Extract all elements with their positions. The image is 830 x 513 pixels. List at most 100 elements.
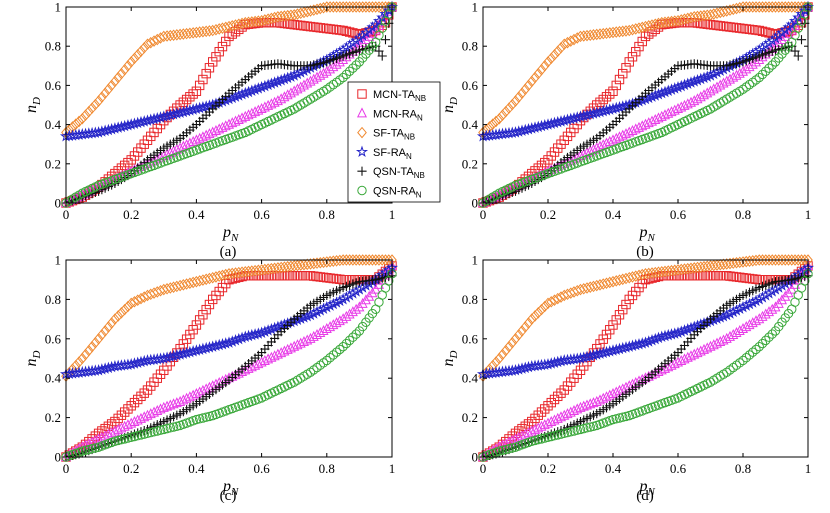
marker-qsn-ta <box>790 46 800 56</box>
marker-qsn-ra <box>341 338 352 349</box>
legend-label-base: SF-RA <box>373 147 407 159</box>
marker-mcn-ta <box>611 80 621 91</box>
marker-mcn-ta <box>178 339 189 349</box>
marker-qsn-ra <box>738 355 748 366</box>
y-tick-label: 1 <box>472 253 479 268</box>
marker-mcn-ra <box>263 353 274 364</box>
legend-label: MCN-TANB <box>373 89 426 103</box>
marker-mcn-ra <box>776 294 788 305</box>
marker-mcn-ra <box>754 313 765 324</box>
x-tick-label: 0.4 <box>188 461 205 476</box>
y-axis-label-base: n <box>440 359 457 367</box>
marker-mcn-ra <box>741 63 752 74</box>
marker-mcn-ta <box>634 41 644 52</box>
marker-mcn-ra <box>338 313 349 324</box>
marker-qsn-ra <box>621 411 631 422</box>
marker-mcn-ra <box>653 112 664 123</box>
marker-mcn-ra <box>757 51 768 62</box>
marker-mcn-ta <box>344 27 355 37</box>
marker-mcn-ra <box>360 294 371 305</box>
marker-sf-ta <box>80 348 91 361</box>
marker-sf-ta <box>83 344 94 357</box>
marker-mcn-ra <box>253 104 264 115</box>
marker-sf-ta <box>119 303 130 316</box>
marker-mcn-ta <box>595 97 605 107</box>
marker-sf-ta <box>565 35 576 47</box>
marker-qsn-ra <box>322 355 332 366</box>
legend-label-sub: N <box>406 152 412 161</box>
y-axis-label-base: n <box>23 359 40 367</box>
marker-mcn-ra <box>789 278 801 289</box>
marker-sf-ta <box>526 75 537 88</box>
marker-sf-ta <box>348 254 358 266</box>
marker-mcn-ra <box>210 124 221 135</box>
marker-qsn-ra <box>494 446 504 456</box>
marker-sf-ta <box>149 35 159 47</box>
x-axis-label-base: p <box>222 224 231 241</box>
marker-sf-ta <box>113 71 124 84</box>
marker-sf-ta <box>549 294 560 306</box>
marker-sf-ta <box>93 333 104 345</box>
marker-mcn-ra <box>344 308 355 319</box>
marker-mcn-ra <box>171 397 182 408</box>
marker-mcn-ra <box>672 103 684 114</box>
marker-mcn-ra <box>529 423 541 434</box>
legend-label-sub: NB <box>414 171 425 180</box>
x-tick-label: 0 <box>480 207 487 222</box>
marker-sf-ra <box>723 307 737 319</box>
marker-sf-ta <box>552 45 563 58</box>
marker-mcn-ra <box>197 131 208 142</box>
marker-mcn-ta <box>601 92 612 102</box>
marker-sf-ta <box>123 300 133 313</box>
marker-sf-ta <box>90 98 101 111</box>
y-axis-label-base: n <box>23 105 40 113</box>
marker-sf-ra <box>294 66 307 78</box>
x-tick-label: 0.8 <box>735 207 751 222</box>
marker-qsn-ra <box>566 427 576 437</box>
marker-sf-ra <box>678 78 691 91</box>
marker-sf-ra <box>288 69 301 81</box>
legend-label-sub: NB <box>415 94 426 103</box>
marker-qsn-ra <box>754 341 764 352</box>
marker-sf-ta <box>777 254 787 266</box>
marker-sf-ra <box>681 77 694 89</box>
marker-mcn-ra <box>237 112 248 123</box>
y-tick-label: 0.8 <box>462 39 478 54</box>
marker-sf-ra <box>743 297 756 310</box>
marker-mcn-ra <box>578 400 589 411</box>
marker-mcn-ta <box>699 271 709 281</box>
marker-mcn-ra <box>285 342 296 353</box>
marker-qsn-ra <box>129 431 140 442</box>
marker-mcn-ta <box>97 426 107 436</box>
y-axis-label: nD <box>23 97 43 113</box>
marker-sf-ra <box>252 327 265 339</box>
legend-box <box>347 81 441 203</box>
marker-sf-ta <box>773 254 784 266</box>
marker-sf-ra <box>694 72 707 85</box>
marker-sf-ta <box>338 1 348 13</box>
marker-mcn-ta <box>536 407 547 417</box>
marker-mcn-ta <box>110 416 120 427</box>
marker-mcn-ra <box>682 98 693 109</box>
marker-sf-ta <box>106 79 117 92</box>
marker-sf-ta <box>367 254 378 266</box>
marker-mcn-ra <box>555 411 567 422</box>
marker-sf-ra <box>642 335 655 347</box>
marker-sf-ra <box>668 82 681 94</box>
marker-sf-ta <box>97 91 107 103</box>
marker-mcn-ra <box>188 389 199 400</box>
marker-sf-ra <box>668 327 681 339</box>
x-tick-label: 1 <box>389 461 396 476</box>
marker-mcn-ta <box>217 41 228 52</box>
marker-qsn-ra <box>751 344 761 355</box>
marker-mcn-ra <box>695 345 706 356</box>
marker-sf-ta <box>380 254 391 266</box>
marker-sf-ta <box>767 1 778 13</box>
marker-sf-ta <box>374 1 384 13</box>
marker-mcn-ra <box>611 132 622 143</box>
panel-caption: (c) <box>220 488 237 504</box>
marker-sf-ta <box>497 348 508 361</box>
marker-mcn-ra <box>135 412 146 423</box>
marker-mcn-ta <box>517 423 527 434</box>
